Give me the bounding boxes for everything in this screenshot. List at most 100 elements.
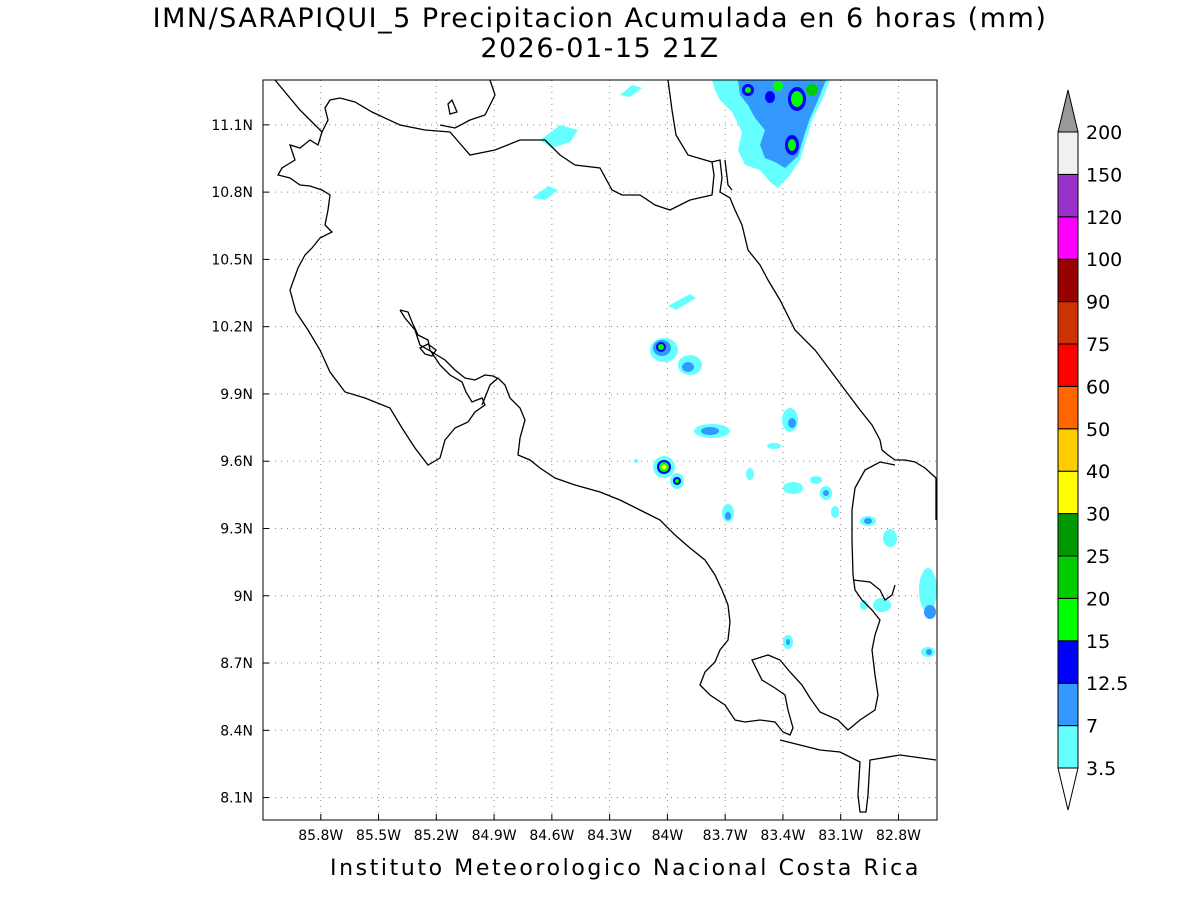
precip-cell-s2 <box>786 639 790 645</box>
lat-tick-label: 8.7N <box>220 656 253 672</box>
lon-tick-label: 83.1W <box>818 828 863 844</box>
precip-cell-n2 <box>864 518 872 524</box>
lat-tick-label: 10.2N <box>211 320 253 336</box>
axis-ticks: 85.8W 85.5W 85.2W 84.9W 84.6W 84.3W 84W 83.7W 83… <box>211 118 921 844</box>
lon-tick-label: 84W <box>652 828 684 844</box>
precip-cell-k <box>810 476 822 484</box>
colorbar-level-label: 15 <box>1086 631 1110 653</box>
precipitation-field <box>532 80 937 657</box>
colorbar-swatch <box>1057 555 1079 599</box>
colorbar-level-label: 3.5 <box>1086 758 1116 780</box>
map-frame <box>262 79 938 821</box>
colorbar-level-label: 40 <box>1086 461 1110 483</box>
precip-core-3 <box>765 91 775 103</box>
precip-cell-a4 <box>658 344 664 350</box>
precip-cell-g2 <box>725 512 731 520</box>
lat-tick-label: 8.4N <box>220 723 253 739</box>
lat-tick-label: 10.8N <box>211 185 253 201</box>
colorbar-swatch <box>1057 216 1079 260</box>
precip-cell-t2 <box>926 649 932 655</box>
lon-tick-label: 84.6W <box>529 828 574 844</box>
lon-tick-label: 83.4W <box>760 828 805 844</box>
colorbar-level-label: 200 <box>1086 122 1122 144</box>
precip-cell-l2 <box>823 490 829 496</box>
colorbar-swatch <box>1057 597 1079 642</box>
precip-core-2g <box>788 139 796 151</box>
colorbar-level-label: 7 <box>1086 716 1098 738</box>
precip-core-6 <box>806 84 818 96</box>
colorbar-swatch <box>1057 470 1079 515</box>
colorbar-swatch <box>1057 173 1079 218</box>
colorbar-level-label: 20 <box>1086 588 1110 610</box>
small-coast-segment <box>724 159 733 191</box>
precip-cell-p2 <box>924 605 936 619</box>
footer-credit: Instituto Meteorologico Nacional Costa R… <box>330 856 921 881</box>
colorbar-level-label: 120 <box>1086 207 1122 229</box>
nicaragua-east-coast <box>667 79 713 163</box>
gulf-nicoya-coast <box>481 377 896 736</box>
panama-border <box>779 478 937 813</box>
colorbar-level-label: 60 <box>1086 376 1110 398</box>
precip-cell-o <box>883 529 897 547</box>
precip-cell-f3 <box>675 479 679 483</box>
lat-tick-label: 9.3N <box>220 521 253 537</box>
colorbar-level-label: 100 <box>1086 249 1122 271</box>
colorbar-level-label: 150 <box>1086 164 1122 186</box>
precip-cell-e4 <box>661 464 667 470</box>
precip-core-1g <box>791 91 803 107</box>
colorbar-swatch <box>1057 301 1079 345</box>
colorbar: 3.5 7 12.5 15 20 25 30 40 50 60 75 90 100 120 150 200 <box>1057 89 1128 811</box>
lat-tick-label: 9N <box>234 589 253 605</box>
precip-cell-b2 <box>682 362 694 372</box>
pacific-coast-guanacaste <box>277 131 486 466</box>
lon-tick-label: 85.5W <box>356 828 401 844</box>
colorbar-level-label: 90 <box>1086 292 1110 314</box>
precip-cell-q <box>873 598 891 612</box>
graticule-grid <box>263 80 937 820</box>
lon-tick-label: 85.8W <box>298 828 343 844</box>
lat-tick-label: 10.5N <box>211 252 253 268</box>
lon-tick-label: 84.3W <box>587 828 632 844</box>
precip-area-north3 <box>620 85 642 97</box>
map-title: IMN/SARAPIQUI_5 Precipitacion Acumulada … <box>152 3 1048 34</box>
lon-tick-label: 85.2W <box>414 828 459 844</box>
colorbar-max-arrow <box>1057 89 1079 133</box>
lat-tick-label: 9.6N <box>220 454 253 470</box>
lon-tick-label: 83.7W <box>703 828 748 844</box>
nicaragua-border-north <box>274 79 937 479</box>
colorbar-level-label: 25 <box>1086 546 1110 568</box>
precip-area-north4 <box>668 294 696 310</box>
lat-tick-label: 11.1N <box>211 118 253 134</box>
colorbar-swatch <box>1057 131 1079 175</box>
map-date: 2026-01-15 21Z <box>480 33 720 64</box>
lat-tick-label: 8.1N <box>220 791 253 807</box>
precip-area-north2 <box>532 186 558 200</box>
colorbar-level-label: 75 <box>1086 334 1110 356</box>
precip-area-north <box>540 125 578 148</box>
precip-cell-h <box>746 468 754 480</box>
island-north <box>447 98 458 115</box>
colorbar-swatch <box>1057 428 1079 472</box>
lon-tick-label: 82.8W <box>876 828 921 844</box>
precip-cell-m <box>831 506 839 518</box>
precip-cell-d2 <box>788 418 796 428</box>
colorbar-swatch <box>1057 385 1079 430</box>
precip-core-4g <box>745 87 751 93</box>
nicoya-inner <box>399 309 498 381</box>
nicaragua-lake-shore <box>439 79 496 129</box>
precip-core-5 <box>773 81 783 91</box>
precip-cell-j <box>783 482 803 494</box>
colorbar-swatch <box>1057 343 1079 387</box>
colorbar-swatch <box>1057 725 1079 769</box>
lat-tick-label: 9.9N <box>220 387 253 403</box>
colorbar-level-label: 12.5 <box>1086 673 1128 695</box>
lon-tick-label: 84.9W <box>472 828 517 844</box>
colorbar-swatch <box>1057 682 1079 727</box>
colorbar-level-label: 50 <box>1086 419 1110 441</box>
precip-cell-p <box>919 568 937 612</box>
colorbar-swatch <box>1057 513 1079 557</box>
island-nicoya <box>418 343 437 357</box>
precip-cell-u <box>634 459 638 463</box>
colorbar-min-arrow <box>1057 767 1079 811</box>
precip-cell-c2 <box>701 427 719 435</box>
